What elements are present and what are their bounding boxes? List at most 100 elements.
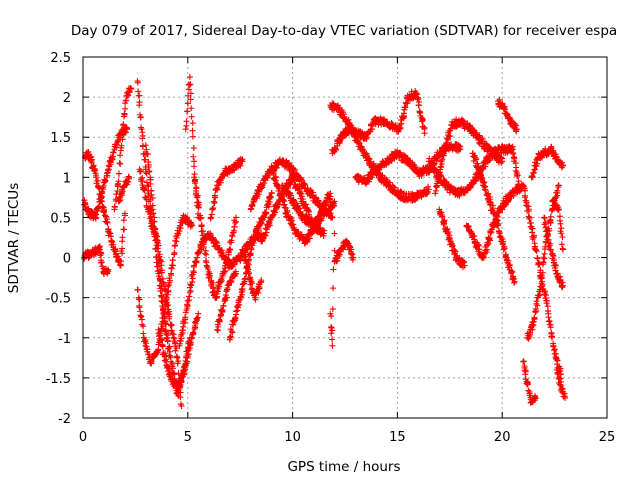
data-point bbox=[256, 188, 263, 195]
data-point bbox=[232, 218, 239, 225]
data-point bbox=[533, 298, 540, 305]
data-point bbox=[416, 108, 423, 115]
data-point bbox=[496, 96, 503, 103]
data-point bbox=[329, 327, 336, 334]
data-point bbox=[157, 267, 164, 274]
data-point bbox=[239, 247, 246, 254]
data-point bbox=[543, 300, 550, 307]
data-point bbox=[549, 197, 556, 204]
data-point bbox=[168, 321, 175, 328]
data-point bbox=[145, 190, 152, 197]
data-point bbox=[533, 248, 540, 255]
data-point bbox=[121, 226, 128, 233]
data-point bbox=[502, 252, 509, 259]
data-point bbox=[120, 217, 127, 224]
data-point bbox=[298, 193, 305, 200]
data-point bbox=[166, 343, 173, 350]
data-point bbox=[159, 343, 166, 350]
data-point bbox=[292, 166, 299, 173]
data-point bbox=[105, 166, 112, 173]
data-point bbox=[144, 151, 151, 158]
data-point bbox=[105, 268, 112, 275]
data-point bbox=[328, 330, 335, 337]
data-point bbox=[362, 151, 369, 158]
data-point bbox=[150, 210, 157, 217]
data-point bbox=[291, 226, 298, 233]
data-point bbox=[222, 262, 229, 269]
data-point bbox=[509, 269, 516, 276]
data-point bbox=[118, 258, 125, 265]
data-point bbox=[198, 222, 205, 229]
data-point bbox=[149, 195, 156, 202]
data-point bbox=[532, 166, 539, 173]
axis-ticks: 0 5 10 15 20 25 -2 -1.5 -1 -0.5 0 0.5 1 1.5 2 2.5 bbox=[46, 51, 616, 445]
data-point bbox=[547, 321, 554, 328]
data-point bbox=[116, 160, 123, 167]
y-tick-label: 0.5 bbox=[50, 211, 71, 226]
data-point bbox=[207, 215, 214, 222]
data-point bbox=[214, 326, 221, 333]
data-point bbox=[186, 344, 193, 351]
data-point bbox=[231, 261, 238, 268]
x-tick-label: 5 bbox=[184, 430, 192, 445]
data-point bbox=[309, 230, 316, 237]
data-point bbox=[482, 163, 489, 170]
data-point bbox=[349, 256, 356, 263]
data-point bbox=[417, 110, 424, 117]
data-point bbox=[219, 272, 226, 279]
data-point bbox=[498, 159, 505, 166]
data-point bbox=[557, 365, 564, 372]
data-point bbox=[123, 125, 130, 132]
data-point bbox=[163, 334, 170, 341]
data-point bbox=[153, 233, 160, 240]
data-point bbox=[146, 351, 153, 358]
data-point bbox=[271, 174, 278, 181]
data-point bbox=[248, 285, 255, 292]
data-point bbox=[120, 129, 127, 136]
data-point bbox=[559, 234, 566, 241]
data-point bbox=[188, 335, 195, 342]
data-point bbox=[139, 178, 146, 185]
data-point bbox=[290, 221, 297, 228]
data-point bbox=[558, 230, 565, 237]
data-point bbox=[365, 178, 372, 185]
data-point bbox=[557, 375, 564, 382]
data-point bbox=[142, 336, 149, 343]
data-point bbox=[555, 204, 562, 211]
data-point bbox=[184, 297, 191, 304]
data-point bbox=[232, 271, 239, 278]
data-point bbox=[113, 141, 120, 148]
data-point bbox=[187, 81, 194, 88]
data-point bbox=[100, 186, 107, 193]
data-point bbox=[137, 114, 144, 121]
data-point bbox=[498, 155, 505, 162]
data-point bbox=[522, 187, 529, 194]
data-point bbox=[177, 401, 184, 408]
data-point bbox=[111, 203, 118, 210]
data-point bbox=[225, 282, 232, 289]
data-point bbox=[521, 363, 528, 370]
data-point bbox=[511, 155, 518, 162]
data-point bbox=[138, 313, 145, 320]
data-point bbox=[136, 302, 143, 309]
data-point bbox=[237, 256, 244, 263]
data-point bbox=[415, 95, 422, 102]
data-point bbox=[169, 330, 176, 337]
data-point bbox=[345, 116, 352, 123]
data-point bbox=[488, 229, 495, 236]
data-point bbox=[503, 110, 510, 117]
data-point bbox=[296, 205, 303, 212]
data-point bbox=[486, 235, 493, 242]
data-point bbox=[233, 308, 240, 315]
data-point bbox=[109, 238, 116, 245]
data-point bbox=[498, 154, 505, 161]
data-point bbox=[459, 264, 466, 271]
data-point bbox=[441, 218, 448, 225]
data-point bbox=[209, 206, 216, 213]
data-point bbox=[154, 268, 161, 275]
data-point bbox=[321, 227, 328, 234]
data-point bbox=[248, 246, 255, 253]
data-point bbox=[280, 197, 287, 204]
data-point bbox=[199, 232, 206, 239]
data-point bbox=[297, 175, 304, 182]
